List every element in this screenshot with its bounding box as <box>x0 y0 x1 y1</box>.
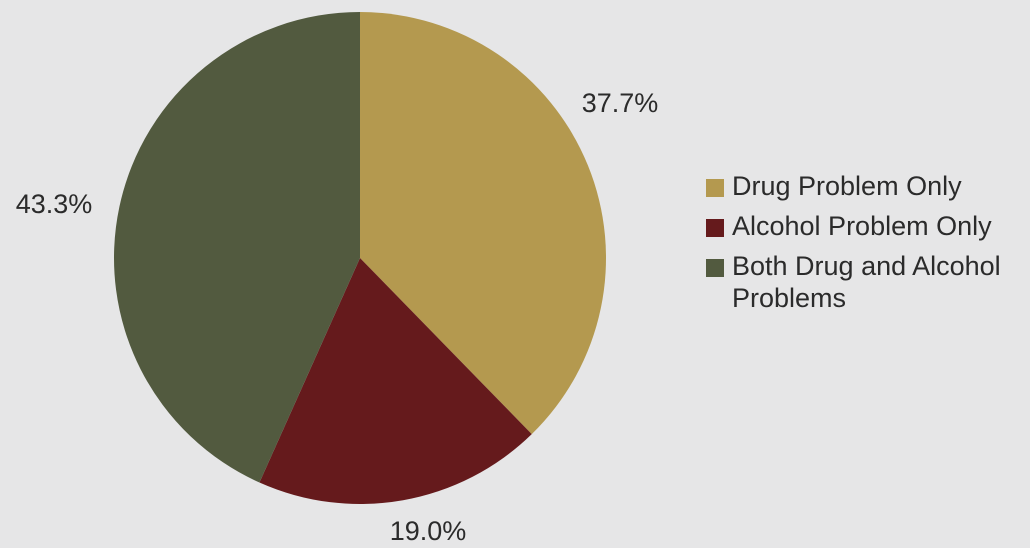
pie-data-labels: 37.7% 19.0% 43.3% <box>16 88 659 546</box>
pie-slice-both-drug-and-alcohol-problems <box>113 12 360 483</box>
legend-swatch <box>706 179 724 197</box>
data-label: 19.0% <box>390 516 467 546</box>
legend-item-both-drug-and-alcohol-problems: Both Drug and Alcohol Problems <box>706 250 1030 314</box>
legend-label: Both Drug and Alcohol Problems <box>732 251 1001 313</box>
pie-slice-alcohol-problem-only <box>259 258 532 504</box>
legend-item-alcohol-problem-only: Alcohol Problem Only <box>706 210 1030 242</box>
legend-swatch <box>706 259 724 277</box>
legend-swatch <box>706 219 724 237</box>
data-label: 43.3% <box>16 189 93 219</box>
data-label: 37.7% <box>582 88 659 118</box>
pie-slice-drug-problem-only <box>360 12 606 435</box>
legend-label: Drug Problem Only <box>732 171 962 201</box>
legend-item-drug-problem-only: Drug Problem Only <box>706 170 1030 202</box>
pie-slices <box>113 12 606 504</box>
chart-legend: Drug Problem Only Alcohol Problem Only B… <box>706 170 1030 322</box>
legend-label: Alcohol Problem Only <box>732 211 992 241</box>
